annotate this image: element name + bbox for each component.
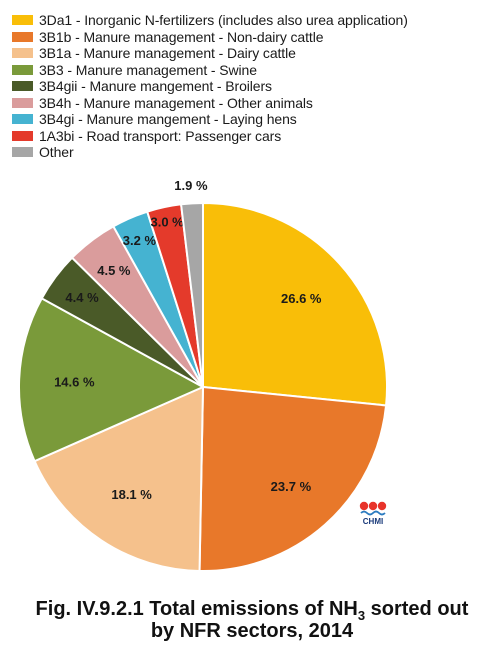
- legend-swatch: [12, 81, 33, 92]
- slice-data-label: 23.7 %: [271, 479, 312, 494]
- chmi-logo: CHMI: [359, 501, 387, 526]
- chart-title-line-1: Fig. IV.9.2.1 Total emissions of NH3 sor…: [35, 598, 469, 623]
- slice-data-label: 26.6 %: [281, 291, 322, 306]
- pie-slice: [202, 201, 388, 407]
- slice-data-label: 3.2 %: [123, 233, 157, 248]
- pie-slice: [198, 385, 388, 572]
- legend-label: 3B4gi - Manure mangement - Laying hens: [39, 111, 297, 128]
- legend-label: 3B3 - Manure management - Swine: [39, 61, 257, 78]
- legend-label: 3Da1 - Inorganic N-fertilizers (includes…: [39, 12, 408, 29]
- legend-entry: 3B4gi - Manure mangement - Laying hens: [12, 111, 408, 128]
- legend-swatch: [12, 64, 33, 75]
- legend-swatch: [12, 147, 33, 158]
- legend-swatch: [12, 31, 33, 42]
- legend-label: 3B1b - Manure management - Non-dairy cat…: [39, 28, 324, 45]
- legend-entry: 3B1a - Manure management - Dairy cattle: [12, 45, 408, 62]
- legend-entry: 3B1b - Manure management - Non-dairy cat…: [12, 29, 408, 46]
- legend-label: 3B4gii - Manure mangement - Broilers: [39, 78, 272, 95]
- chart-legend: 3Da1 - Inorganic N-fertilizers (includes…: [12, 12, 408, 161]
- legend-entry: 3B4h - Manure management - Other animals: [12, 95, 408, 112]
- legend-swatch: [12, 130, 33, 141]
- legend-entry: 3B3 - Manure management - Swine: [12, 62, 408, 79]
- pie-slice: [179, 201, 204, 388]
- legend-swatch: [12, 15, 33, 26]
- legend-entry: 3Da1 - Inorganic N-fertilizers (includes…: [12, 12, 408, 29]
- legend-label: 3B4h - Manure management - Other animals: [39, 94, 313, 111]
- legend-label: 3B1a - Manure management - Dairy cattle: [39, 45, 296, 62]
- slice-data-label: 1.9 %: [174, 178, 208, 193]
- pie-slice: [33, 385, 205, 572]
- chart-title-line-2: by NFR sectors, 2014: [150, 620, 354, 642]
- legend-entry: Other: [12, 144, 408, 161]
- legend-swatch: [12, 97, 33, 108]
- slice-data-label: 3.0 %: [150, 215, 184, 230]
- logo-text: CHMI: [363, 517, 383, 526]
- slice-data-label: 4.4 %: [65, 290, 99, 305]
- legend-swatch: [12, 114, 33, 125]
- slice-data-label: 14.6 %: [54, 374, 95, 389]
- slice-data-label: 18.1 %: [111, 487, 152, 502]
- legend-label: 1A3bi - Road transport: Passenger cars: [39, 127, 282, 144]
- legend-entry: 3B4gii - Manure mangement - Broilers: [12, 78, 408, 95]
- pie-slice: [18, 296, 206, 463]
- legend-swatch: [12, 48, 33, 59]
- legend-entry: 1A3bi - Road transport: Passenger cars: [12, 128, 408, 145]
- legend-label: Other: [39, 144, 74, 161]
- slice-data-label: 4.5 %: [97, 263, 131, 278]
